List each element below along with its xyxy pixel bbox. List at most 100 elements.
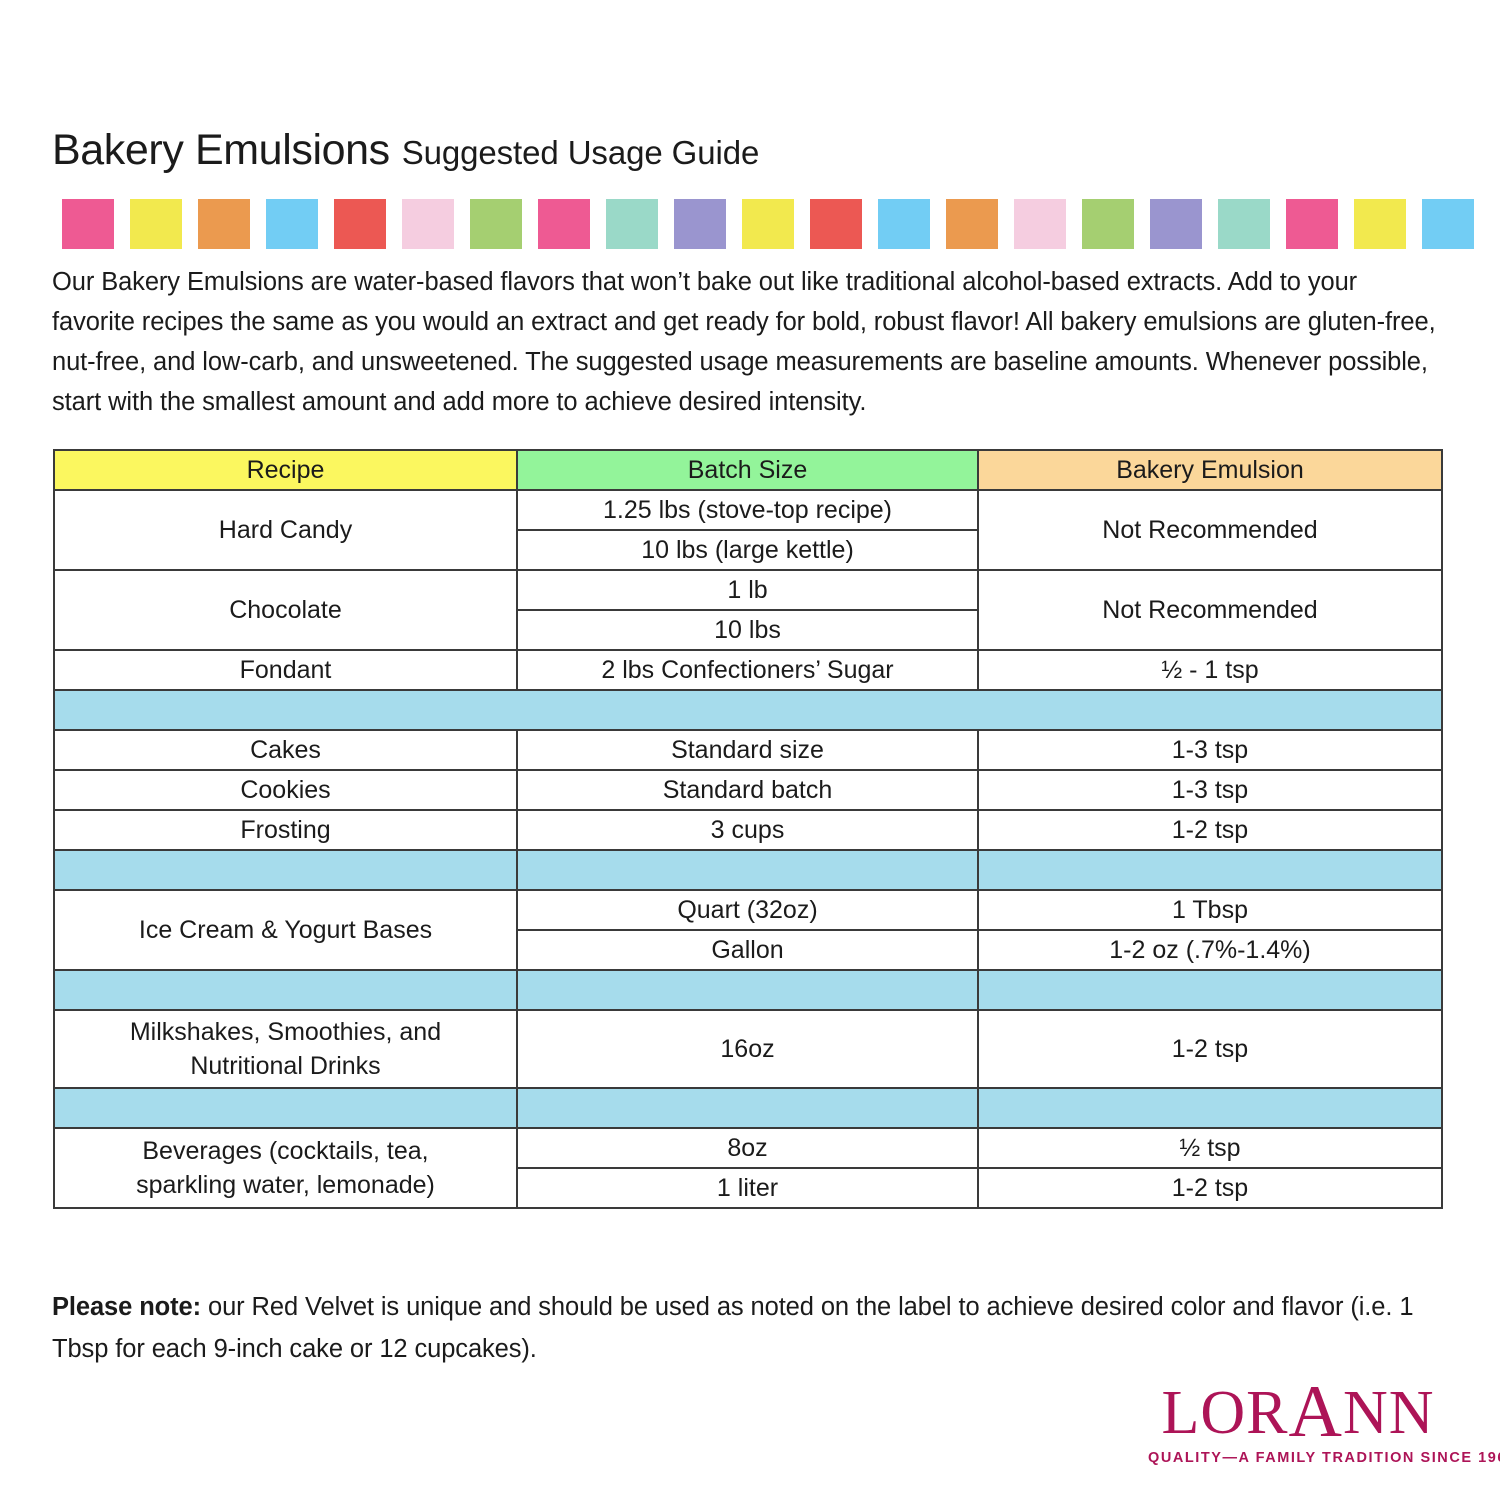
spacer-cell [53, 969, 518, 1011]
cell-recipe: Milkshakes, Smoothies, and Nutritional D… [53, 1009, 518, 1089]
page-title: Bakery Emulsions Suggested Usage Guide [52, 126, 759, 175]
spacer-cell [53, 1087, 518, 1129]
cell-recipe: Beverages (cocktails, tea, sparkling wat… [53, 1127, 518, 1209]
color-swatch-5 [334, 199, 386, 249]
color-swatch-1 [62, 199, 114, 249]
logo-word-cap-a: A [1288, 1371, 1343, 1453]
cell-emulsion: Not Recommended [977, 489, 1443, 571]
cell-emulsion: 1-2 tsp [977, 1009, 1443, 1089]
logo-word-part3: NN [1342, 1379, 1435, 1447]
color-swatch-13 [878, 199, 930, 249]
color-swatch-11 [742, 199, 794, 249]
table-body: Hard Candy 1.25 lbs (stove-top recipe) N… [53, 489, 1443, 1209]
title-main: Bakery Emulsions [52, 126, 390, 174]
table-row: 1 liter 1-2 tsp [54, 1167, 1443, 1209]
color-swatch-16 [1082, 199, 1134, 249]
cell-batch-size: Gallon [516, 929, 979, 971]
footer-note-label: Please note: [52, 1293, 202, 1321]
cell-emulsion: 1-2 oz (.7%-1.4%) [977, 929, 1443, 971]
color-swatch-8 [538, 199, 590, 249]
color-swatch-21 [1422, 199, 1474, 249]
color-swatch-18 [1218, 199, 1270, 249]
cell-emulsion: ½ - 1 tsp [977, 649, 1443, 691]
cell-batch-size: 10 lbs (large kettle) [516, 529, 979, 571]
spacer-cell [977, 969, 1443, 1011]
color-swatch-3 [198, 199, 250, 249]
column-header-recipe: Recipe [53, 449, 518, 491]
color-swatch-20 [1354, 199, 1406, 249]
footer-note-text: our Red Velvet is unique and should be u… [52, 1293, 1414, 1363]
cell-batch-size: Standard size [516, 729, 979, 771]
cell-batch-size: 3 cups [516, 809, 979, 851]
table-header: Recipe Batch Size Bakery Emulsion [53, 449, 1443, 491]
table-row: 10 lbs [54, 609, 1442, 651]
table-row: Fondant 2 lbs Confectioners’ Sugar ½ - 1… [53, 649, 1443, 691]
table-row: Cookies Standard batch 1-3 tsp [53, 769, 1443, 811]
cell-recipe: Fondant [53, 649, 518, 691]
cell-recipe-line1: Milkshakes, Smoothies, and [129, 1018, 442, 1046]
cell-batch-size: Standard batch [516, 769, 979, 811]
color-swatch-15 [1014, 199, 1066, 249]
color-swatch-4 [266, 199, 318, 249]
table-row: Hard Candy 1.25 lbs (stove-top recipe) N… [53, 489, 1443, 571]
table-spacer-row [53, 849, 1443, 891]
column-header-bakery-emulsion: Bakery Emulsion [977, 449, 1443, 491]
color-swatch-19 [1286, 199, 1338, 249]
color-swatch-6 [402, 199, 454, 249]
table-row: Gallon 1-2 oz (.7%-1.4%) [54, 929, 1443, 971]
table-row: Cakes Standard size 1-3 tsp [53, 729, 1443, 771]
cell-batch-size: 1 lb [516, 569, 979, 611]
color-swatch-10 [674, 199, 726, 249]
table-spacer-row [53, 1087, 1443, 1129]
spacer-cell [977, 1087, 1443, 1129]
color-swatch-7 [470, 199, 522, 249]
table-row: Ice Cream & Yogurt Bases Quart (32oz) 1 … [53, 889, 1443, 971]
cell-batch-size: 1.25 lbs (stove-top recipe) [516, 489, 979, 531]
lorann-logo: LORANN QUALITY—A FAMILY TRADITION SINCE … [1148, 1375, 1500, 1466]
table-row: Milkshakes, Smoothies, and Nutritional D… [53, 1009, 1443, 1089]
logo-tagline: QUALITY—A FAMILY TRADITION SINCE 1962 [1148, 1450, 1500, 1466]
cell-recipe-line2: Nutritional Drinks [190, 1052, 381, 1080]
cell-recipe: Frosting [53, 809, 518, 851]
table-row: Beverages (cocktails, tea, sparkling wat… [53, 1127, 1443, 1209]
color-swatch-12 [810, 199, 862, 249]
table-spacer-row [53, 689, 1443, 731]
cell-recipe-line2: sparkling water, lemonade) [136, 1171, 435, 1199]
spacer-cell [53, 849, 518, 891]
table-header-row: Recipe Batch Size Bakery Emulsion [53, 449, 1443, 491]
cell-emulsion: Not Recommended [977, 569, 1443, 651]
cell-batch-size: 10 lbs [516, 609, 979, 651]
cell-recipe: Ice Cream & Yogurt Bases [53, 889, 518, 971]
table-spacer-row [53, 969, 1443, 1011]
cell-recipe: Chocolate [53, 569, 518, 651]
cell-batch-size: 2 lbs Confectioners’ Sugar [516, 649, 979, 691]
spacer-cell [516, 849, 979, 891]
cell-emulsion: ½ tsp [977, 1127, 1443, 1169]
color-swatch-14 [946, 199, 998, 249]
logo-word-part1: L [1161, 1379, 1201, 1447]
spacer-cell [977, 849, 1443, 891]
cell-batch-size: 16oz [516, 1009, 979, 1089]
logo-word-part2: OR [1200, 1379, 1289, 1447]
color-swatch-17 [1150, 199, 1202, 249]
title-subtitle: Suggested Usage Guide [401, 134, 760, 171]
cell-recipe: Hard Candy [53, 489, 518, 571]
color-swatch-9 [606, 199, 658, 249]
usage-table: Recipe Batch Size Bakery Emulsion Hard C… [53, 449, 1443, 1209]
cell-emulsion: 1-2 tsp [977, 809, 1443, 851]
cell-recipe: Cookies [53, 769, 518, 811]
spacer-cell [516, 969, 979, 1011]
cell-batch-size: 8oz [516, 1127, 979, 1169]
color-swatch-strip [62, 199, 1474, 249]
table-row: 10 lbs (large kettle) [54, 529, 1442, 571]
spacer-cell [516, 1087, 979, 1129]
cell-emulsion: 1-3 tsp [977, 729, 1443, 771]
cell-batch-size: 1 liter [516, 1167, 979, 1209]
cell-emulsion: 1 Tbsp [977, 889, 1443, 931]
intro-paragraph: Our Bakery Emulsions are water-based fla… [52, 268, 1436, 416]
color-swatch-2 [130, 199, 182, 249]
footer-note: Please note: our Red Velvet is unique an… [52, 1286, 1442, 1370]
cell-recipe: Cakes [53, 729, 518, 771]
cell-emulsion: 1-2 tsp [977, 1167, 1443, 1209]
